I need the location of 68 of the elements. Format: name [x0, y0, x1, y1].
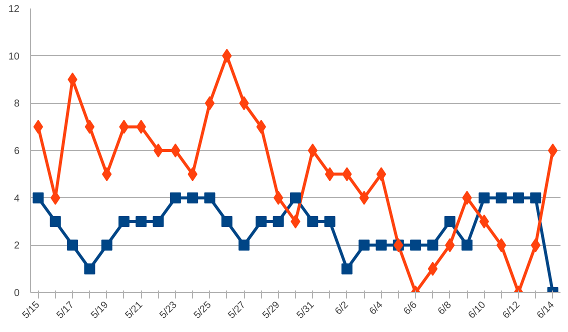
point [462, 240, 473, 251]
point [290, 214, 300, 228]
x-tick-label: 6/2 [333, 299, 352, 318]
point [427, 240, 438, 251]
point [32, 192, 44, 204]
point [152, 216, 164, 227]
x-tick-label: 5/15 [20, 299, 42, 322]
point [272, 216, 284, 227]
point [204, 192, 216, 204]
point [341, 263, 352, 274]
x-tick-label: 5/23 [158, 299, 180, 322]
point [50, 216, 61, 227]
y-tick-label: 4 [14, 193, 20, 204]
point [496, 192, 507, 204]
y-tick-label: 6 [14, 146, 20, 157]
point [238, 240, 250, 251]
point [324, 167, 335, 182]
x-tick-label: 6/4 [368, 299, 386, 318]
point [376, 240, 387, 251]
point [256, 216, 267, 227]
point [496, 238, 506, 252]
point [101, 240, 112, 251]
y-tick-label: 12 [8, 4, 20, 15]
point [479, 214, 490, 228]
point [256, 120, 266, 134]
point [308, 144, 318, 158]
x-tick-label: 5/31 [295, 299, 317, 322]
point [84, 120, 95, 134]
point [410, 240, 422, 251]
point [548, 144, 558, 158]
y-tick-label: 10 [8, 51, 20, 62]
x-tick-label: 5/25 [192, 299, 214, 322]
x-tick-label: 6/8 [436, 299, 454, 318]
point [376, 167, 386, 182]
point [428, 262, 438, 276]
point [84, 263, 96, 274]
x-tick-label: 6/14 [535, 299, 557, 322]
point [221, 216, 232, 227]
point [68, 72, 78, 86]
point [530, 192, 542, 204]
point [358, 240, 370, 251]
point [307, 216, 318, 227]
point [324, 216, 336, 227]
point [170, 144, 180, 158]
point [102, 167, 112, 182]
point [118, 216, 130, 227]
x-tick-label: 5/17 [54, 299, 77, 322]
point [187, 192, 198, 204]
x-tick-label: 5/29 [260, 299, 283, 322]
point [170, 192, 181, 204]
point [478, 192, 490, 204]
x-tick-label: 6/6 [402, 299, 420, 318]
y-tick-label: 2 [14, 240, 20, 252]
point [33, 120, 44, 134]
x-tick-label: 5/27 [226, 299, 248, 322]
y-tick-label: 0 [14, 288, 20, 299]
point [153, 144, 164, 158]
point [290, 192, 301, 204]
point [512, 192, 524, 204]
x-tick-label: 5/21 [123, 299, 146, 322]
x-tick-label: 6/10 [466, 299, 488, 322]
y-tick-label: 8 [14, 98, 20, 110]
point [67, 240, 78, 251]
x-tick-label: 5/19 [89, 299, 112, 322]
x-tick-label: 6/12 [500, 299, 523, 322]
point [204, 96, 215, 110]
point [136, 216, 147, 227]
point [444, 216, 456, 227]
